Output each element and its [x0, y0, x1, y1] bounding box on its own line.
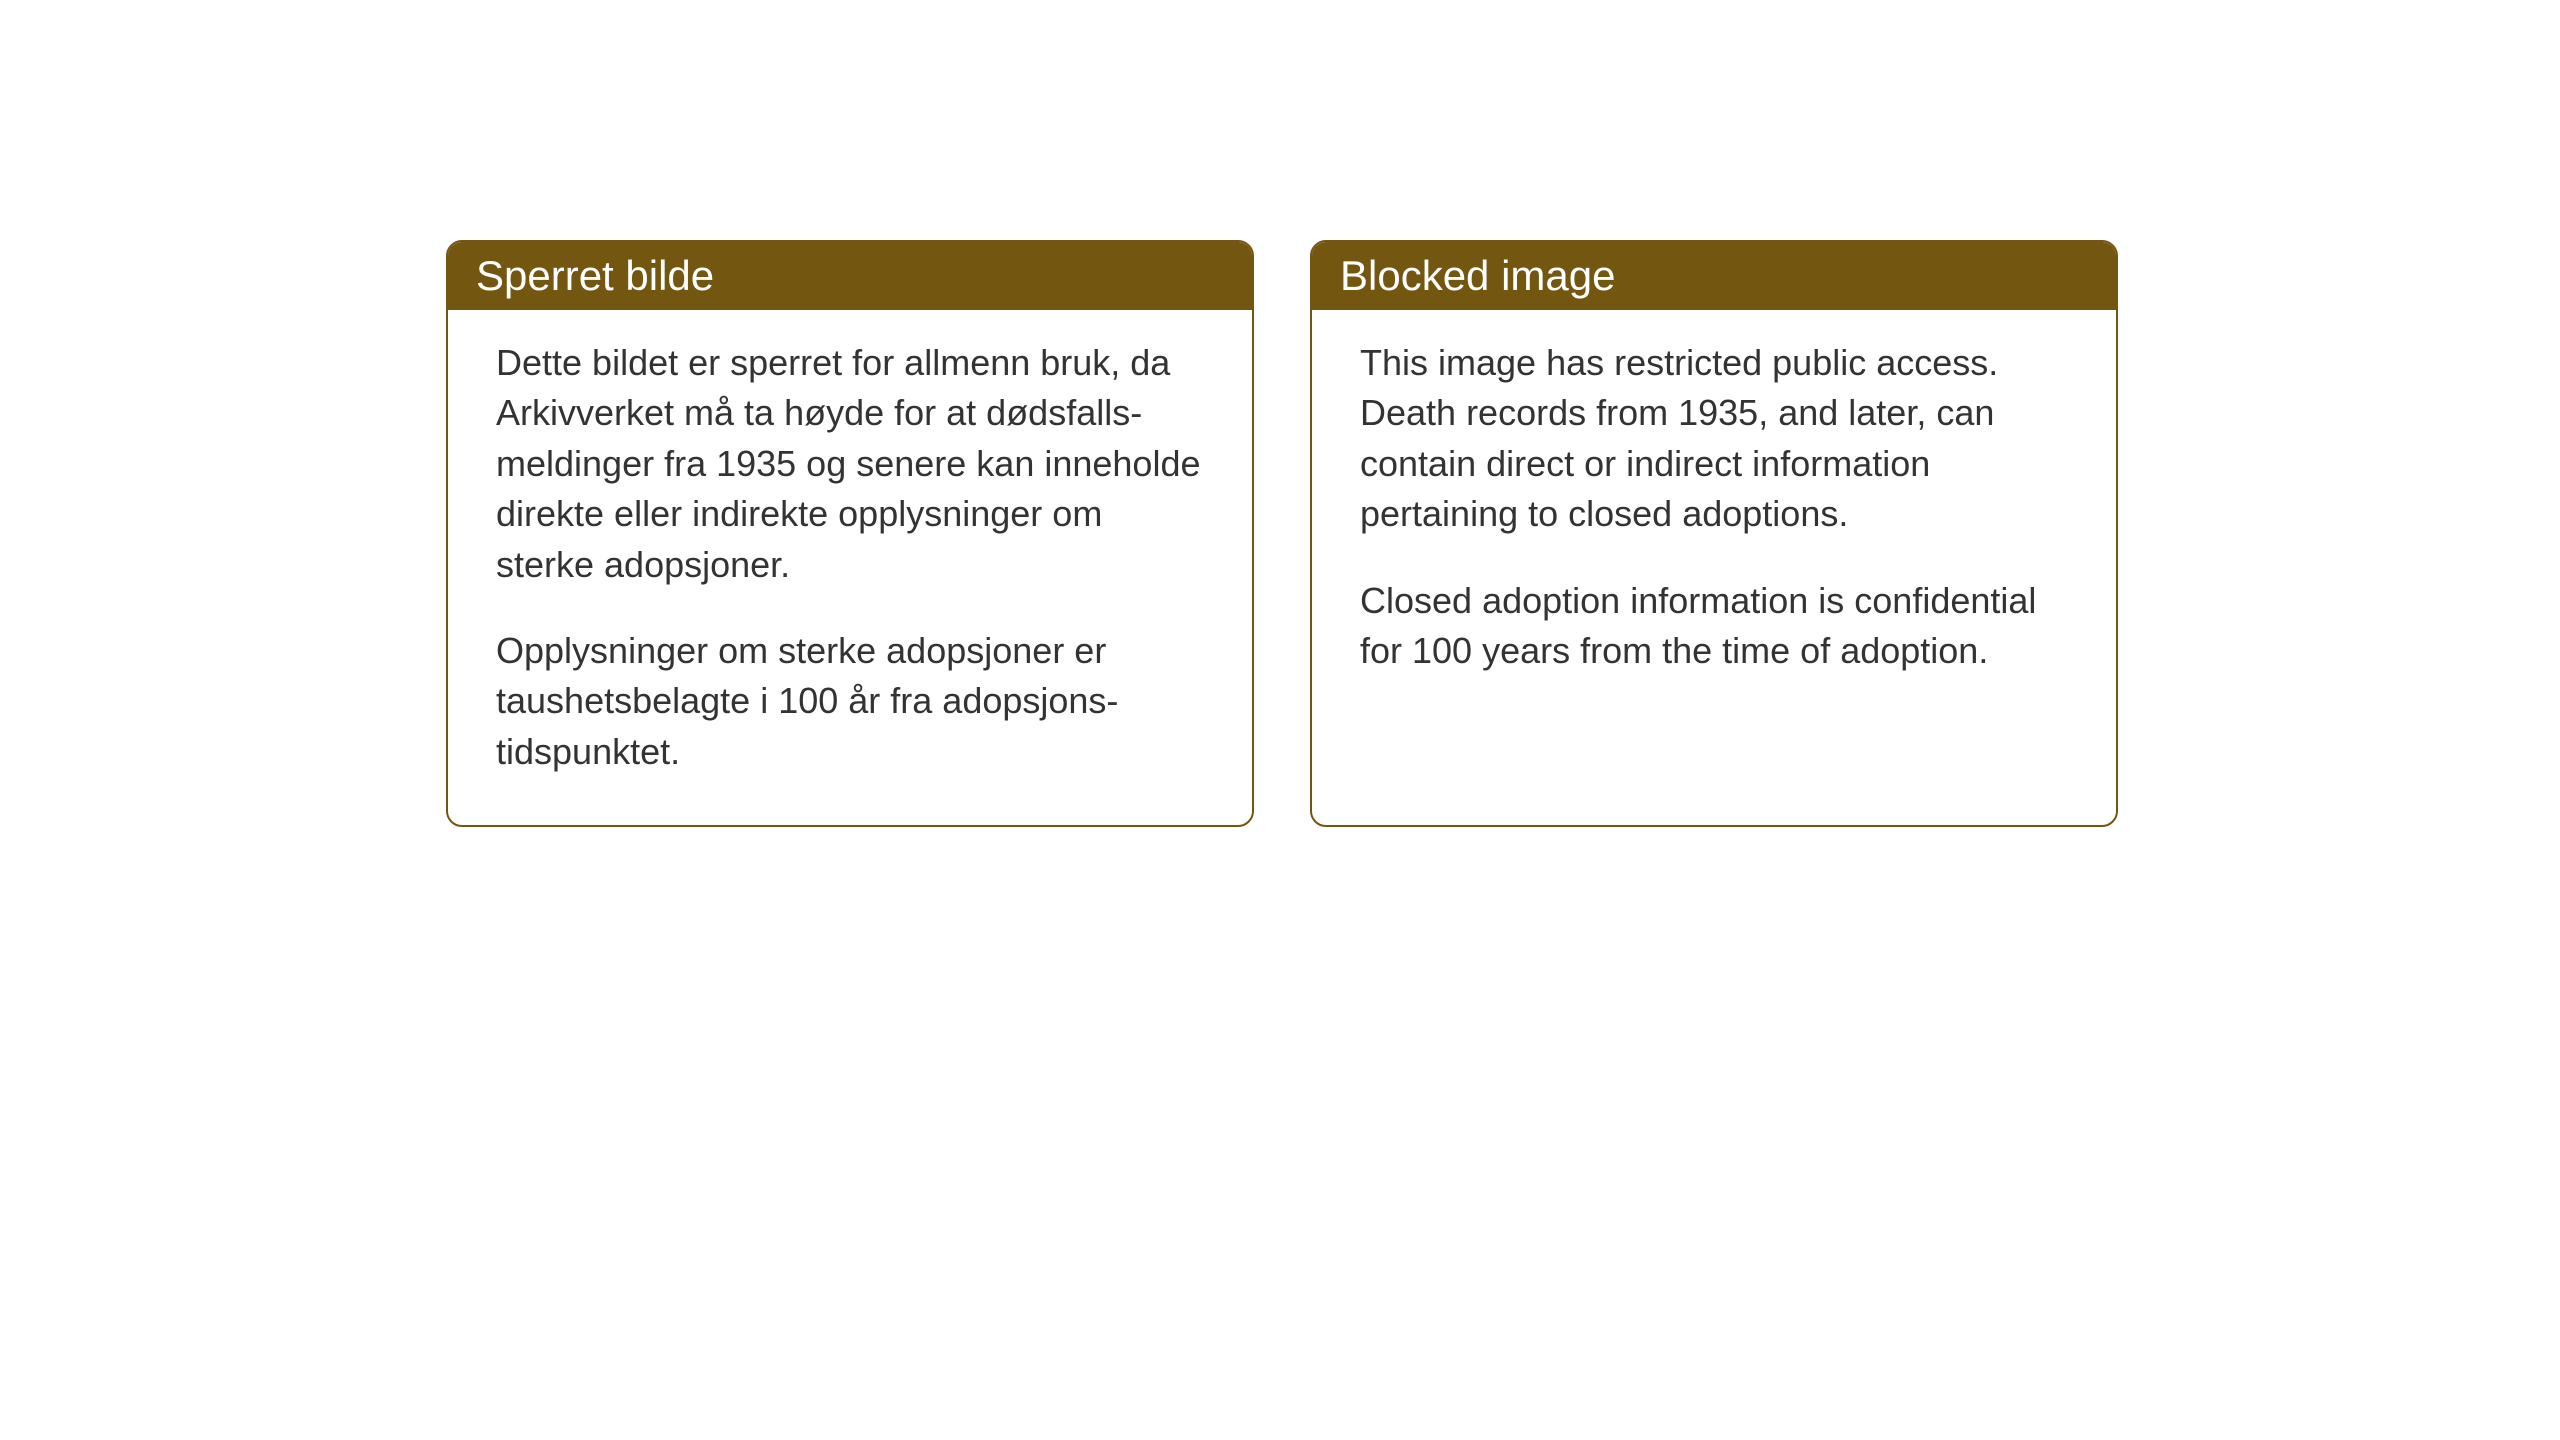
card-paragraph-2-norwegian: Opplysninger om sterke adopsjoner er tau… [496, 626, 1204, 777]
card-title-norwegian: Sperret bilde [476, 252, 714, 299]
card-header-english: Blocked image [1312, 242, 2116, 310]
card-body-norwegian: Dette bildet er sperret for allmenn bruk… [448, 310, 1252, 825]
card-header-norwegian: Sperret bilde [448, 242, 1252, 310]
card-body-english: This image has restricted public access.… [1312, 310, 2116, 724]
notice-card-english: Blocked image This image has restricted … [1310, 240, 2118, 827]
card-paragraph-1-norwegian: Dette bildet er sperret for allmenn bruk… [496, 338, 1204, 590]
card-paragraph-2-english: Closed adoption information is confident… [1360, 576, 2068, 677]
card-paragraph-1-english: This image has restricted public access.… [1360, 338, 2068, 540]
notice-container: Sperret bilde Dette bildet er sperret fo… [446, 240, 2118, 827]
notice-card-norwegian: Sperret bilde Dette bildet er sperret fo… [446, 240, 1254, 827]
card-title-english: Blocked image [1340, 252, 1615, 299]
